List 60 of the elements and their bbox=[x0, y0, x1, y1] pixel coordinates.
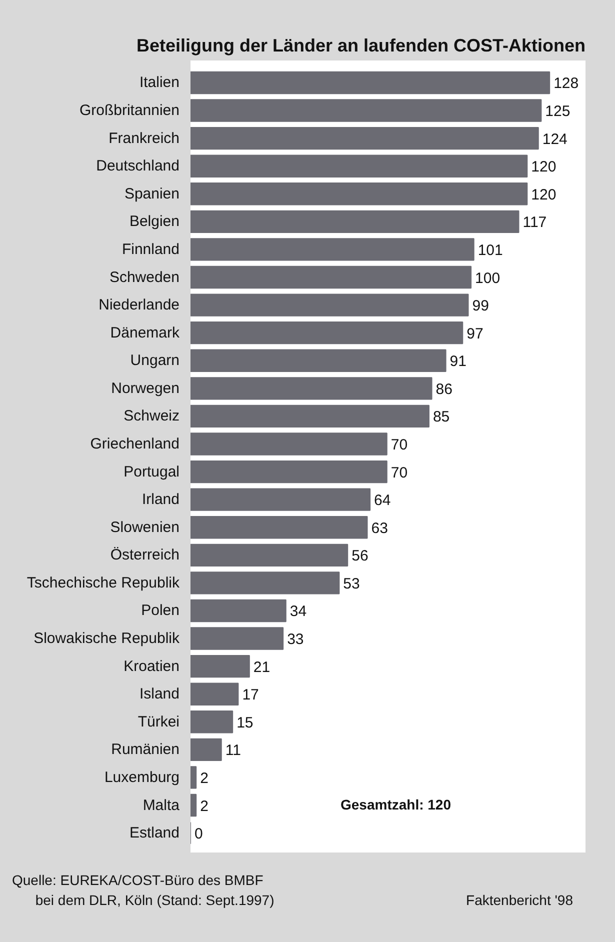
data-label: 21 bbox=[253, 658, 270, 676]
data-label: 2 bbox=[200, 798, 208, 815]
y-tick-label: Belgien bbox=[129, 213, 180, 230]
data-label: 124 bbox=[542, 130, 568, 148]
data-label: 64 bbox=[374, 492, 391, 510]
y-tick-label: Norwegen bbox=[111, 380, 180, 397]
data-label: 91 bbox=[450, 353, 466, 370]
data-label: 15 bbox=[236, 714, 254, 732]
y-tick-label: Italien bbox=[139, 74, 180, 92]
data-label: 101 bbox=[478, 242, 503, 259]
y-tick-label: Deutschland bbox=[96, 158, 180, 175]
y-tick-label: Island bbox=[139, 686, 180, 703]
annotation: Gesamtzahl: 120 bbox=[340, 796, 452, 812]
data-label: 125 bbox=[545, 103, 570, 120]
y-tick-label: Irland bbox=[142, 491, 180, 508]
data-label: 63 bbox=[371, 520, 388, 537]
y-tick-label: Schweden bbox=[109, 268, 180, 286]
data-label: 11 bbox=[225, 742, 241, 760]
y-tick-label: Polen bbox=[141, 602, 180, 620]
data-label: 120 bbox=[531, 158, 556, 176]
data-label: 56 bbox=[352, 548, 368, 565]
data-label: 53 bbox=[343, 575, 360, 592]
y-tick-label: Portugal bbox=[124, 463, 180, 480]
data-label: 97 bbox=[466, 325, 484, 342]
y-tick-label: Türkei bbox=[138, 713, 180, 730]
data-label: 70 bbox=[390, 464, 408, 482]
y-tick-label: Malta bbox=[142, 796, 180, 814]
y-tick-label: Slowenien bbox=[110, 518, 180, 536]
data-label: 120 bbox=[531, 186, 556, 204]
data-label: 100 bbox=[475, 270, 500, 287]
y-tick-label: Frankreich bbox=[108, 130, 180, 147]
y-tick-label: Schweiz bbox=[124, 408, 180, 425]
source-note: Quelle: EUREKA/COST-Büro des BMBF bei dem DLR, Köln (Stand: Sept.1997) bbox=[12, 871, 274, 910]
y-tick-label: Dänemark bbox=[110, 324, 180, 342]
data-label: 70 bbox=[390, 436, 408, 454]
y-tick-label: Finnland bbox=[122, 240, 180, 258]
data-label: 34 bbox=[290, 603, 307, 620]
data-label: 85 bbox=[432, 408, 450, 426]
data-label: 33 bbox=[287, 631, 304, 648]
data-label: 2 bbox=[200, 770, 208, 787]
y-tick-label: Großbritannien bbox=[79, 102, 180, 120]
y-tick-label: Spanien bbox=[124, 185, 180, 202]
data-label: 117 bbox=[522, 214, 547, 232]
y-tick-label: Luxemburg bbox=[104, 768, 180, 786]
y-tick-label: Griechenland bbox=[90, 435, 180, 452]
y-tick-label: Tschechische Republik bbox=[26, 574, 180, 592]
y-tick-label: Österreich bbox=[110, 546, 180, 564]
data-label: 86 bbox=[436, 380, 452, 398]
data-label: 128 bbox=[554, 75, 579, 92]
chart-title: Beteiligung der Länder an laufenden COST-Aktionen bbox=[136, 36, 586, 56]
y-tick-label: Ungarn bbox=[130, 352, 180, 370]
y-tick-label: Estland bbox=[129, 824, 180, 842]
data-label: 0 bbox=[194, 826, 203, 843]
y-tick-label: Kroatien bbox=[124, 658, 180, 675]
y-tick-label: Niederlande bbox=[98, 296, 180, 314]
data-label: 99 bbox=[472, 298, 489, 315]
y-tick-label: Slowakische Republik bbox=[34, 630, 180, 648]
y-tick-label: Rumänien bbox=[111, 741, 180, 758]
data-label: 17 bbox=[242, 686, 259, 704]
text: Faktenbericht '98 bbox=[466, 891, 573, 910]
